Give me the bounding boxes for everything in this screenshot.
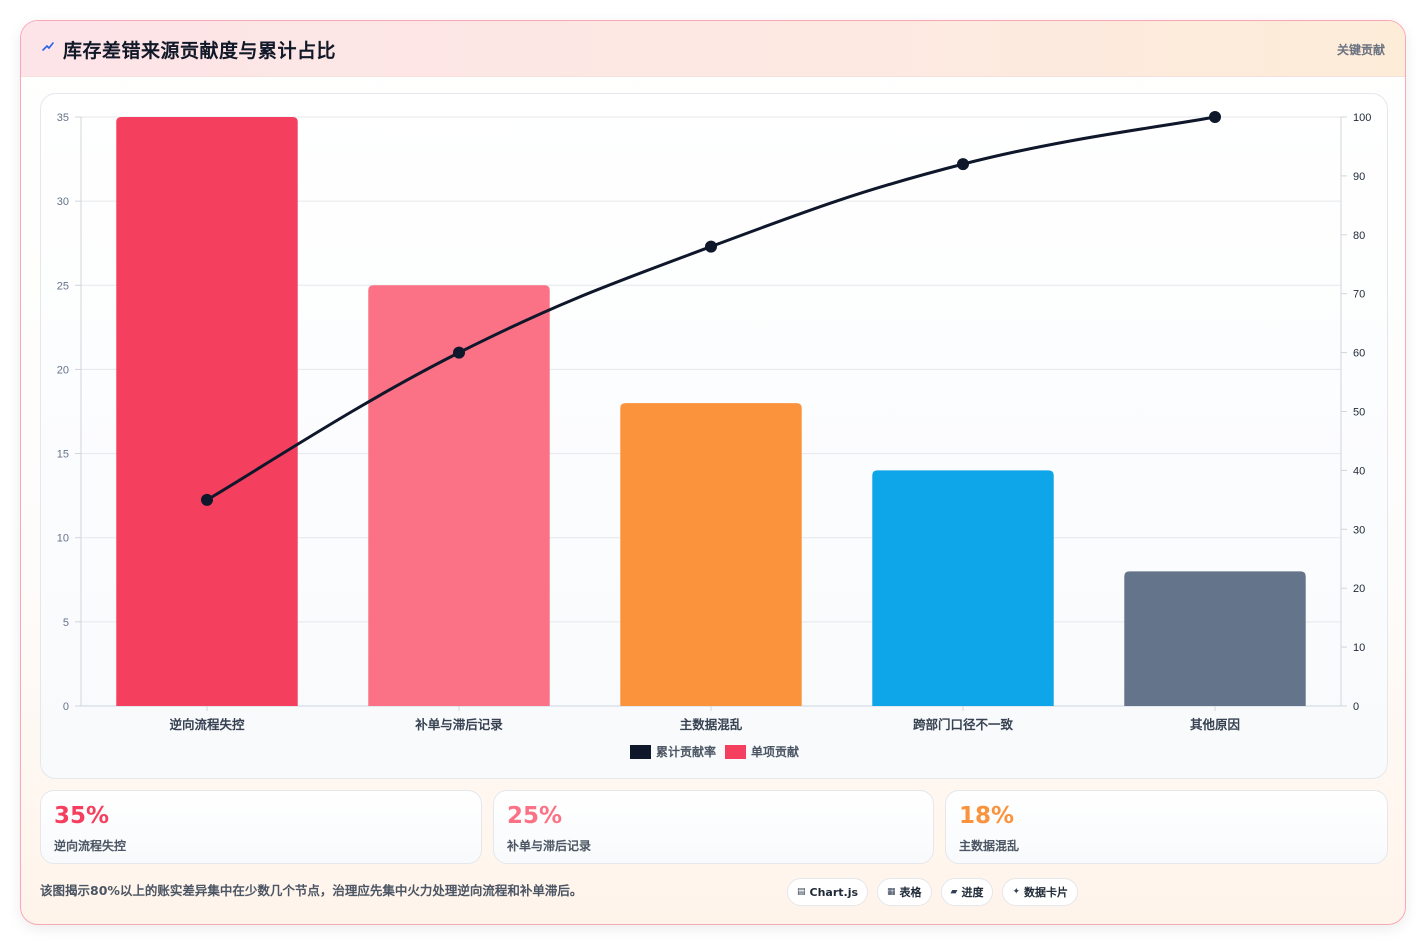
y-right-tick-label: 20 — [1353, 583, 1365, 595]
bar — [1124, 571, 1306, 706]
cumulative-point — [957, 158, 969, 171]
bar — [620, 403, 802, 706]
sparkle-icon: ✦ — [1012, 887, 1021, 897]
bar — [116, 117, 298, 706]
chip-progress[interactable]: ▰ 进度 — [940, 878, 994, 906]
footer-note: 该图揭示80%以上的账实差异集中在少数几个节点，治理应先集中火力处理逆向流程和补… — [40, 883, 583, 898]
y-right-tick-label: 80 — [1353, 230, 1365, 242]
y-right-tick-label: 0 — [1353, 701, 1359, 713]
page-title: 库存差错来源贡献度与累计占比 — [63, 40, 337, 62]
x-tick-label: 补单与滞后记录 — [414, 717, 503, 732]
stat-value: 18% — [959, 803, 1015, 829]
chart-card: 库存差错来源贡献度与累计占比 关键贡献 0 5 10 15 20 25 30 35 0 10 20 3… — [20, 20, 1406, 925]
chip-label: 数据卡片 — [1024, 886, 1069, 899]
y-right-tick-label: 90 — [1353, 171, 1365, 183]
header-tag: 关键贡献 — [1336, 43, 1385, 57]
y-left-tick-label: 35 — [57, 112, 69, 124]
y-left-tick-label: 10 — [57, 533, 69, 545]
x-tick-label: 逆向流程失控 — [169, 717, 245, 732]
stat-card-2: 25% 补单与滞后记录 — [493, 790, 934, 864]
chip-label: 表格 — [899, 886, 922, 899]
y-left-tick-label: 30 — [57, 196, 69, 208]
y-left-tick-label: 0 — [63, 701, 69, 713]
chip-data-cards[interactable]: ✦ 数据卡片 — [1002, 878, 1079, 906]
stat-card-3: 18% 主数据混乱 — [945, 790, 1388, 864]
y-right-tick-label: 40 — [1353, 465, 1365, 477]
chip-table[interactable]: ▦ 表格 — [877, 878, 932, 906]
y-right-tick-label: 30 — [1353, 524, 1365, 536]
x-tick-label: 其他原因 — [1190, 717, 1240, 732]
cumulative-point — [453, 346, 465, 359]
chip-chartjs[interactable]: ▤ Chart.js — [787, 878, 869, 906]
bar — [872, 470, 1054, 706]
legend-swatch-bar — [725, 745, 746, 759]
y-left-tick-label: 5 — [63, 617, 69, 629]
tech-chips: ▤ Chart.js ▦ 表格 ▰ 进度 ✦ 数据卡片 — [787, 878, 1079, 906]
cumulative-point — [1209, 111, 1221, 123]
stat-label: 逆向流程失控 — [54, 839, 127, 853]
y-left-tick-label: 25 — [57, 280, 69, 292]
stat-value: 25% — [507, 803, 563, 829]
y-right-tick-label: 10 — [1353, 642, 1365, 654]
stat-value: 35% — [54, 803, 110, 829]
cumulative-point — [201, 493, 213, 506]
x-tick-label: 主数据混乱 — [680, 717, 743, 732]
y-left-tick-label: 15 — [57, 449, 69, 461]
y-right-tick-label: 50 — [1353, 407, 1365, 419]
chip-label: Chart.js — [809, 885, 859, 899]
y-right-tick-label: 70 — [1353, 289, 1365, 301]
stat-label: 补单与滞后记录 — [507, 839, 592, 853]
stat-label: 主数据混乱 — [959, 839, 1020, 853]
cumulative-point — [705, 240, 717, 253]
pareto-chart: 0 5 10 15 20 25 30 35 0 10 20 30 40 50 60 70 80 90 100 逆向流程… — [57, 111, 1371, 759]
x-tick-label: 跨部门口径不一致 — [913, 717, 1014, 732]
bar — [368, 285, 550, 706]
legend-label: 单项贡献 — [751, 744, 799, 759]
legend-label: 累计贡献率 — [656, 744, 716, 759]
chart-panel: 0 5 10 15 20 25 30 35 0 10 20 30 40 50 60 70 80 90 100 逆向流程… — [40, 93, 1388, 779]
lightning-icon — [42, 42, 54, 51]
card-header: 库存差错来源贡献度与累计占比 关键贡献 — [21, 21, 1405, 77]
y-right-tick-label: 100 — [1353, 112, 1371, 124]
legend-swatch-line — [630, 745, 651, 759]
y-right-tick-label: 60 — [1353, 348, 1365, 360]
progress-icon: ▰ — [950, 887, 958, 897]
stat-card-1: 35% 逆向流程失控 — [40, 790, 482, 864]
y-left-tick-label: 20 — [57, 364, 69, 376]
chart-icon: ▤ — [797, 887, 806, 897]
table-icon: ▦ — [887, 887, 896, 897]
chip-label: 进度 — [961, 886, 984, 899]
